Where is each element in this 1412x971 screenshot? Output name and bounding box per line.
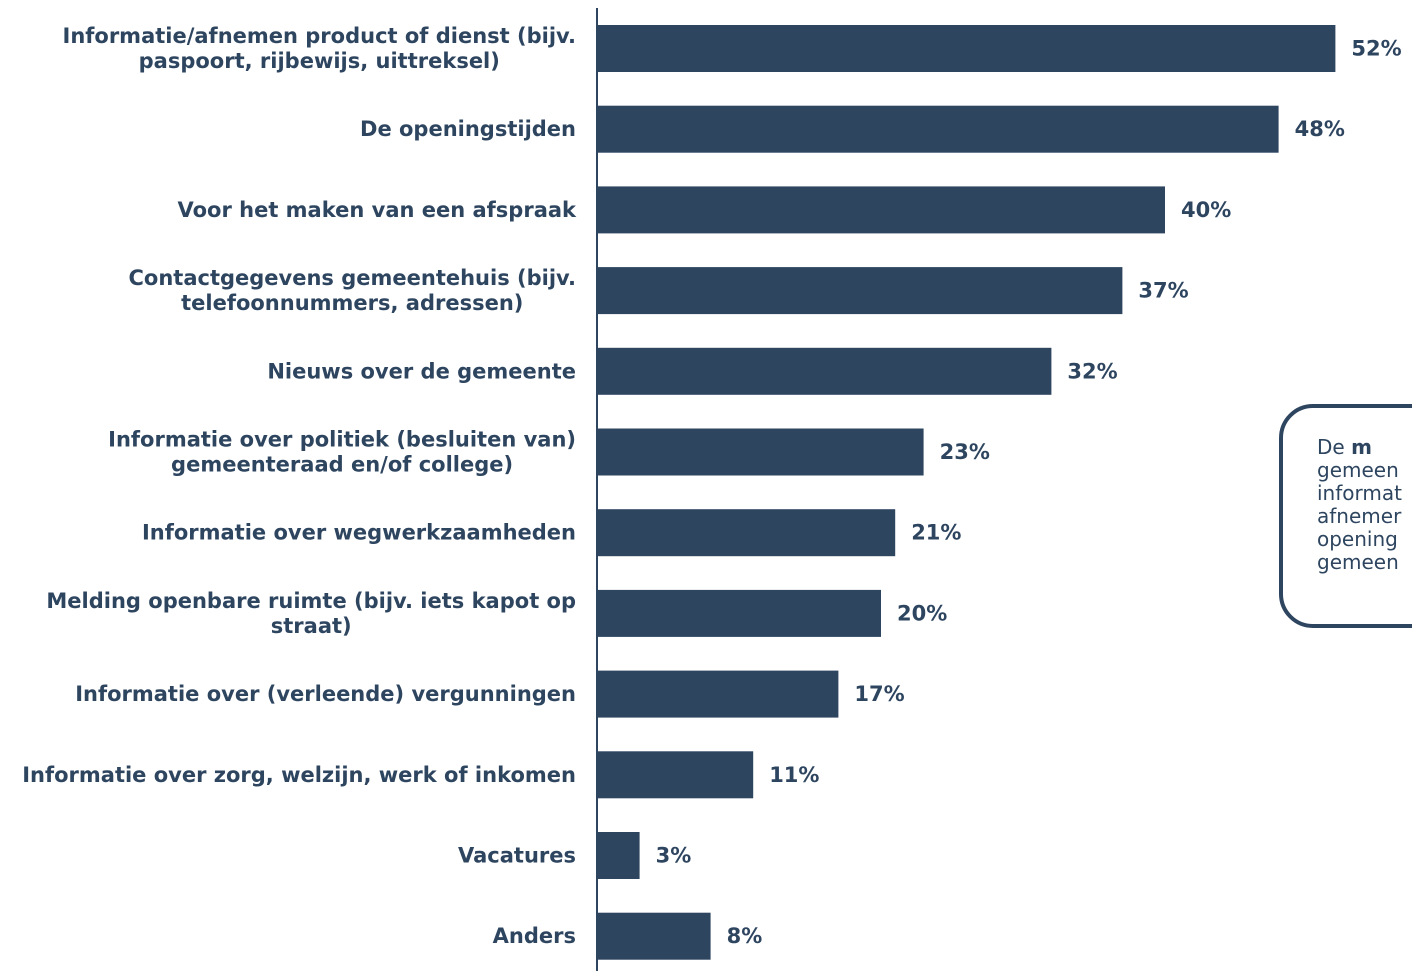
bar-value-label: 8% xyxy=(727,924,763,948)
category-label: Anders xyxy=(493,924,576,948)
bar-value-label: 21% xyxy=(911,521,961,545)
bar xyxy=(597,832,640,879)
category-labels-group: Informatie/afnemen product of dienst (bi… xyxy=(22,24,577,948)
bar xyxy=(597,186,1165,234)
bar-value-label: 52% xyxy=(1351,37,1401,61)
bar-value-label: 3% xyxy=(656,844,692,868)
callout-line: opening xyxy=(1317,527,1398,551)
callout-line: gemeen xyxy=(1317,458,1399,482)
bar-value-label: 23% xyxy=(940,440,990,464)
bar xyxy=(597,509,896,557)
callout-text: De m gemeen informat afnemer opening gemeen xyxy=(1317,436,1412,574)
callout-line: gemeen xyxy=(1317,550,1399,574)
bar xyxy=(597,751,754,799)
bar-value-label: 40% xyxy=(1181,198,1231,222)
category-label: Informatie over politiek (besluiten van)… xyxy=(108,428,576,477)
callout-box: De m gemeen informat afnemer opening gemeen xyxy=(1279,404,1412,628)
bar xyxy=(597,105,1279,153)
bar xyxy=(597,428,924,476)
category-label: Contactgegevens gemeentehuis (bijv. telef… xyxy=(129,266,577,315)
bar xyxy=(597,347,1052,395)
bar-value-label: 32% xyxy=(1067,359,1117,383)
category-label: De openingstijden xyxy=(360,117,576,141)
category-label: Informatie over wegwerkzaamheden xyxy=(142,521,576,545)
category-label: Voor het maken van een afspraak xyxy=(178,198,578,222)
category-label: Informatie over (verleende) vergunningen xyxy=(75,682,576,706)
bar xyxy=(597,589,881,637)
category-label: Informatie over zorg, welzijn, werk of i… xyxy=(22,763,576,787)
bar xyxy=(597,25,1336,72)
bar-value-label: 48% xyxy=(1295,117,1345,141)
bars-group xyxy=(597,25,1336,960)
callout-line: De m xyxy=(1317,435,1372,459)
callout-line: informat xyxy=(1317,481,1402,505)
category-label: Informatie/afnemen product of dienst (bi… xyxy=(63,24,577,73)
bar xyxy=(597,267,1123,315)
value-labels-group: 52% 48% 40% 37% 32% 23% 21% 20% 17% 11% 3% 8% xyxy=(656,37,1402,949)
bar-value-label: 11% xyxy=(769,763,819,787)
callout-line: afnemer xyxy=(1317,504,1402,528)
bar xyxy=(597,912,711,960)
category-label: Vacatures xyxy=(458,844,576,868)
bar xyxy=(597,670,839,718)
bar-value-label: 17% xyxy=(854,682,904,706)
bar-value-label: 20% xyxy=(897,601,947,625)
bar-value-label: 37% xyxy=(1138,279,1188,303)
category-label: Melding openbare ruimte (bijv. iets kapo… xyxy=(46,589,576,638)
category-label: Nieuws over de gemeente xyxy=(267,359,576,383)
